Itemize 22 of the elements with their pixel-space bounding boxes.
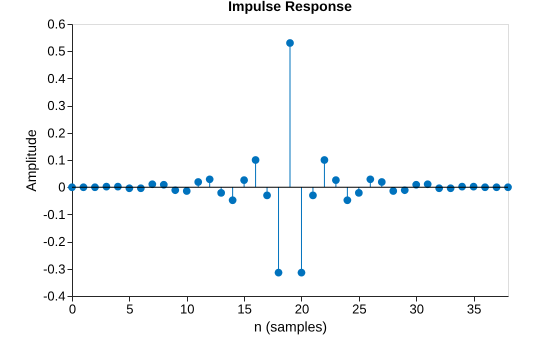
- x-tick-label: 10: [180, 302, 194, 316]
- x-tick-label: 15: [237, 302, 252, 316]
- y-tick-label: -0.3: [43, 261, 66, 276]
- y-tick-label: 0.2: [47, 125, 66, 140]
- chart-title: Impulse Response: [228, 0, 352, 14]
- x-tick-label: 20: [294, 302, 310, 316]
- y-tick-label: 0: [58, 180, 66, 195]
- y-tick-label: 0.4: [47, 70, 66, 86]
- y-tick-label: 0.3: [47, 98, 66, 114]
- y-tick-label: 0.1: [47, 152, 66, 168]
- y-tick-label: 0.6: [47, 16, 66, 32]
- x-tick-label: 5: [126, 302, 134, 316]
- y-tick-label: -0.4: [43, 288, 66, 304]
- y-tick-label: -0.2: [43, 234, 66, 250]
- y-tick-label: -0.1: [43, 206, 66, 222]
- x-tick-label: 25: [352, 302, 367, 316]
- x-tick-label: 30: [409, 302, 424, 316]
- y-tick-label: 0.5: [47, 44, 66, 59]
- x-tick-label: 35: [466, 302, 482, 316]
- x-axis-title: n (samples): [254, 318, 328, 334]
- y-axis-title: Amplitude: [23, 129, 40, 192]
- x-tick-label: 0: [68, 302, 76, 316]
